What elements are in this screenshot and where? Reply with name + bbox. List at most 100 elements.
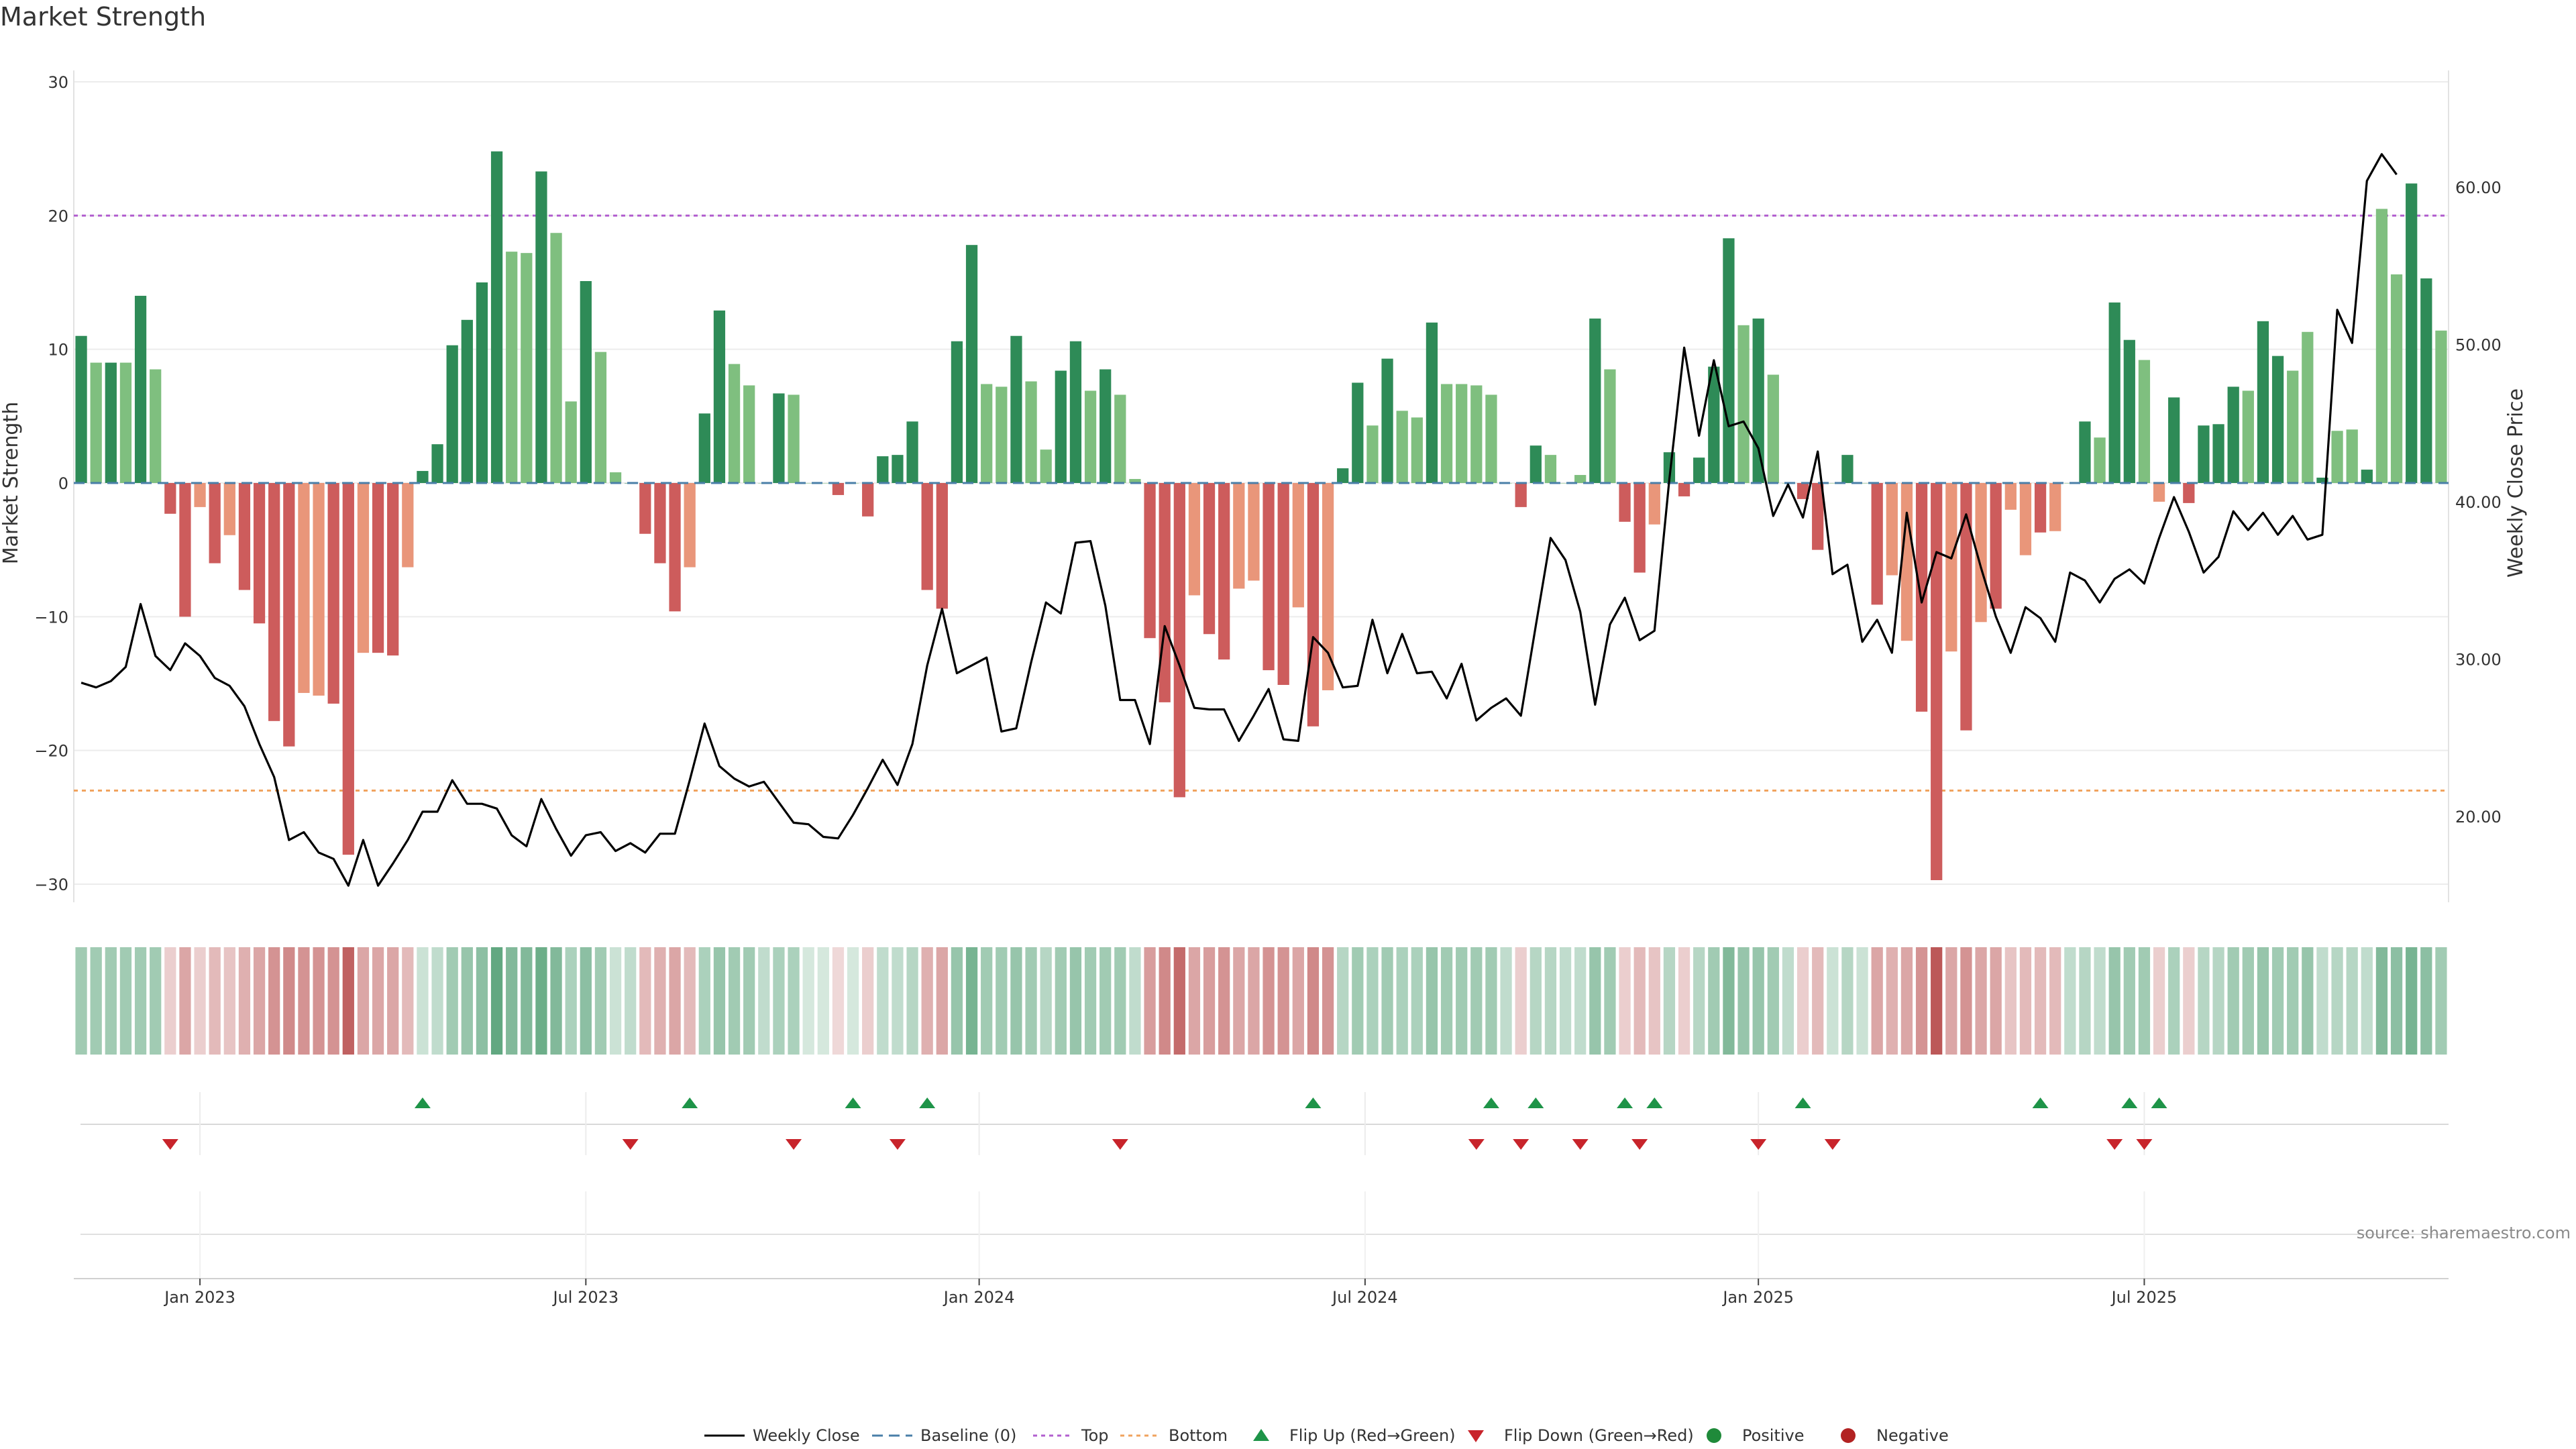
heatmap-cell xyxy=(2271,947,2284,1055)
heatmap-cell xyxy=(1396,947,1408,1055)
heatmap-cell xyxy=(802,947,814,1055)
heatmap-cell xyxy=(1871,947,1883,1055)
strength-bar xyxy=(2079,421,2091,483)
heatmap-cell xyxy=(1144,947,1156,1055)
heatmap-cell xyxy=(1529,947,1542,1055)
strength-bar xyxy=(2138,360,2151,483)
heatmap-cell xyxy=(75,947,87,1055)
flip-down-marker xyxy=(1572,1139,1589,1150)
strength-bar xyxy=(906,421,918,483)
strength-bar xyxy=(565,401,577,483)
strength-bar xyxy=(1633,483,1646,573)
heatmap-cell xyxy=(1352,947,1364,1055)
y-tick-label: −20 xyxy=(34,742,68,761)
heatmap-cell xyxy=(446,947,458,1055)
heatmap-cell xyxy=(684,947,696,1055)
strength-bar xyxy=(965,245,978,483)
heatmap-cell xyxy=(1693,947,1705,1055)
heatmap-cell xyxy=(417,947,429,1055)
strength-bar xyxy=(1203,483,1216,635)
heatmap-cell xyxy=(817,947,829,1055)
heatmap-cell xyxy=(134,947,147,1055)
heatmap-cell xyxy=(892,947,904,1055)
legend-label: Top xyxy=(1081,1426,1109,1445)
strength-bar xyxy=(1307,483,1320,727)
x-tick-label: Jul 2024 xyxy=(1331,1288,1398,1307)
strength-bar xyxy=(594,352,607,483)
strength-bar xyxy=(164,483,176,514)
legend-item-positive: Positive xyxy=(1707,1426,1805,1445)
strength-bar xyxy=(684,483,696,568)
flip-down-marker xyxy=(162,1139,178,1150)
strength-bar xyxy=(105,362,117,483)
strength-bar xyxy=(1292,483,1304,608)
strength-bar xyxy=(639,483,651,534)
legend-item-top: Top xyxy=(1033,1426,1109,1445)
heatmap-cell xyxy=(1203,947,1216,1055)
strength-bar xyxy=(2406,183,2418,483)
strength-bar xyxy=(2094,437,2106,483)
strength-bar xyxy=(2212,424,2224,483)
strength-bar xyxy=(1470,385,1483,483)
heatmap-cell xyxy=(1426,947,1438,1055)
strength-bar xyxy=(921,483,933,590)
heatmap-cell xyxy=(342,947,354,1055)
strength-bar xyxy=(1812,483,1824,550)
flip-down-marker xyxy=(2106,1139,2123,1150)
heatmap-cell xyxy=(431,947,443,1055)
heatmap-cell xyxy=(1900,947,1913,1055)
legend-label: Baseline (0) xyxy=(920,1426,1016,1445)
heatmap-cell xyxy=(1708,947,1720,1055)
y-tick-label: 0 xyxy=(58,474,68,493)
heatmap-cell xyxy=(1470,947,1483,1055)
strength-bar xyxy=(1693,458,1705,483)
heatmap-cell xyxy=(2390,947,2403,1055)
heatmap-cell xyxy=(2183,947,2195,1055)
strength-bar xyxy=(1055,370,1067,483)
heatmap-cell xyxy=(1307,947,1320,1055)
heatmap-cell xyxy=(119,947,132,1055)
heatmap-cell xyxy=(1796,947,1809,1055)
heatmap-cell xyxy=(2064,947,2076,1055)
heatmap-cell xyxy=(1648,947,1660,1055)
flip-up-marker xyxy=(2121,1097,2138,1108)
heatmap-cell xyxy=(476,947,488,1055)
strength-bar xyxy=(1411,417,1423,483)
heatmap-cell xyxy=(535,947,547,1055)
strength-bar xyxy=(357,483,370,653)
heatmap-cell xyxy=(1411,947,1423,1055)
strength-bar xyxy=(2108,302,2121,483)
strength-bar xyxy=(832,483,845,495)
strength-bar xyxy=(1841,455,1854,483)
strength-bar xyxy=(1322,483,1334,690)
heatmap-cell xyxy=(2094,947,2106,1055)
heatmap-cell xyxy=(2346,947,2358,1055)
heatmap-cell xyxy=(1129,947,1141,1055)
strength-bar xyxy=(580,281,592,483)
strength-bar xyxy=(1931,483,1943,881)
legend-item-bottom: Bottom xyxy=(1120,1426,1228,1445)
y2-tick-label: 30.00 xyxy=(2455,651,2502,669)
weekly-close-line xyxy=(80,153,2398,887)
y-axis-label: Market Strength xyxy=(0,402,23,564)
heatmap-cell xyxy=(1886,947,1898,1055)
legend-item-baseline: Baseline (0) xyxy=(872,1426,1016,1445)
strength-bar xyxy=(2019,483,2032,555)
strength-bar xyxy=(1010,335,1022,483)
strength-bar xyxy=(713,310,726,483)
strength-bar xyxy=(1084,390,1097,483)
legend-swatch xyxy=(1841,1428,1856,1443)
heatmap-cell xyxy=(1915,947,1928,1055)
heatmap-cell xyxy=(1500,947,1512,1055)
heatmap-cell xyxy=(1975,947,1987,1055)
heatmap-cell xyxy=(1945,947,1957,1055)
y-tick-label: 30 xyxy=(48,73,68,92)
strength-bar xyxy=(1827,483,1839,484)
heatmap-cell xyxy=(1678,947,1690,1055)
strength-bar xyxy=(773,393,785,483)
legend-label: Bottom xyxy=(1169,1426,1228,1445)
strength-bar xyxy=(1708,366,1720,483)
heatmap-cell xyxy=(2406,947,2418,1055)
strength-bar xyxy=(2049,483,2061,531)
strength-bar xyxy=(1099,369,1112,483)
